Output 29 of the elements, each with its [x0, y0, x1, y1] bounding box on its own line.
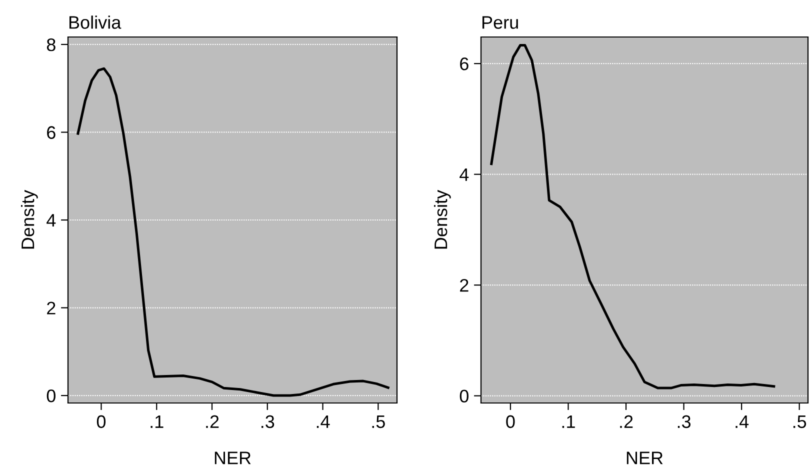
- x-tick-label: .4: [736, 415, 749, 428]
- x-tick-label: 0: [96, 415, 106, 428]
- y-axis-title: Density: [20, 190, 38, 249]
- x-tick-label: .3: [678, 415, 691, 428]
- x-tick-label: 0: [506, 415, 515, 428]
- x-tick-label: .1: [150, 415, 164, 428]
- x-tick-label: .5: [793, 415, 806, 428]
- y-tick-label: 4: [46, 214, 56, 227]
- x-axis-title: NER: [214, 452, 251, 464]
- x-tick-label: .1: [562, 415, 575, 428]
- y-tick-label: 0: [460, 390, 468, 403]
- line-series: [490, 44, 776, 390]
- y-tick-label: 6: [47, 126, 56, 139]
- y-tick-label: 4: [460, 168, 469, 181]
- y-tick-label: 8: [46, 38, 56, 52]
- y-tick-label: 6: [460, 58, 468, 70]
- x-tick-label: .2: [620, 415, 633, 428]
- x-tick-label: .4: [316, 415, 330, 428]
- chart-title: Bolivia: [69, 16, 122, 29]
- y-tick-label: 2: [460, 278, 468, 292]
- x-tick-label: .5: [372, 415, 385, 428]
- chart-title: Peru: [482, 16, 518, 29]
- x-axis-title: NER: [626, 452, 663, 464]
- x-tick-label: .3: [262, 415, 274, 428]
- x-tick-label: .2: [206, 415, 219, 428]
- line-series: [76, 67, 390, 397]
- y-tick-label: 0: [46, 389, 56, 402]
- y-axis-title: Density: [434, 190, 451, 249]
- y-tick-label: 2: [47, 302, 56, 314]
